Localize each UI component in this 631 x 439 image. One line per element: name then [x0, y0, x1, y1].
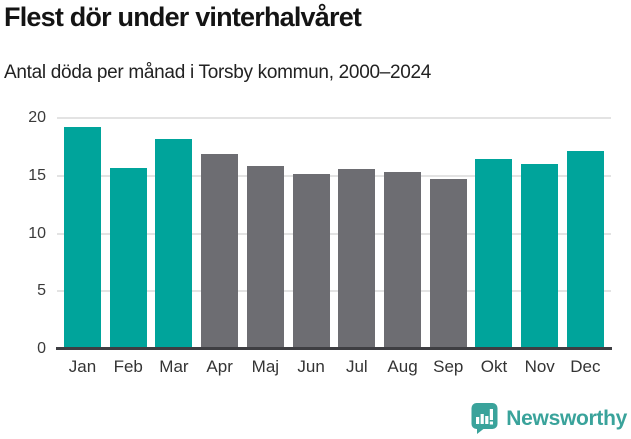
- bar-apr: [201, 153, 239, 348]
- bar-okt: [475, 158, 513, 348]
- bar-chart-plot-area: [57, 117, 611, 348]
- gridline-20: [57, 117, 611, 119]
- brand-footer: Newsworthy: [471, 403, 627, 434]
- y-tick-label-0: 0: [37, 340, 46, 357]
- x-tick-label-jan: Jan: [68, 357, 97, 376]
- gridline-5: [57, 290, 611, 293]
- bar-sep: [429, 179, 467, 348]
- bar-jan: [64, 127, 101, 348]
- x-axis: Jan Feb Mar Apr Maj Jun Jul Aug Sep Okt Nov Dec: [57, 357, 611, 377]
- x-tick-label-apr: Apr: [206, 357, 233, 376]
- x-tick-label-sep: Sep: [433, 357, 464, 376]
- x-tick-label-okt: Okt: [480, 357, 508, 376]
- bar-series: [57, 117, 611, 348]
- x-tick-label-mar: Mar: [159, 357, 189, 376]
- y-tick-label-20: 20: [28, 109, 46, 126]
- x-tick-label-maj: Maj: [251, 357, 280, 376]
- x-tick-label-feb: Feb: [113, 357, 143, 376]
- x-tick-label-jun: Jun: [297, 357, 325, 376]
- x-tick-label-dec: Dec: [570, 357, 601, 376]
- bar-feb: [109, 167, 147, 348]
- chart-subtitle: Antal döda per månad i Torsby kommun, 20…: [4, 62, 432, 83]
- y-tick-label-5: 5: [37, 282, 46, 300]
- bar-nov: [521, 164, 559, 348]
- x-tick-label-jul: Jul: [345, 357, 368, 376]
- x-tick-label-aug: Aug: [387, 357, 418, 376]
- gridline-10: [57, 232, 611, 235]
- bar-jul: [338, 168, 376, 348]
- x-axis-baseline: [56, 347, 612, 350]
- bar-mar: [155, 138, 193, 348]
- brand-name: Newsworthy: [506, 406, 627, 430]
- y-tick-label-10: 10: [28, 224, 46, 242]
- newsworthy-chart-bubble-icon: [471, 403, 498, 434]
- chart-title: Flest dör under vinterhalvåret: [4, 2, 362, 32]
- x-tick-label-nov: Nov: [524, 357, 555, 376]
- bar-jun: [292, 173, 330, 348]
- y-axis: 0 5 10 15 20: [0, 109, 46, 357]
- y-tick-label-15: 15: [28, 166, 46, 184]
- bar-aug: [384, 172, 422, 348]
- bar-maj: [246, 165, 284, 348]
- gridline-15: [57, 174, 611, 177]
- bar-dec: [566, 150, 604, 348]
